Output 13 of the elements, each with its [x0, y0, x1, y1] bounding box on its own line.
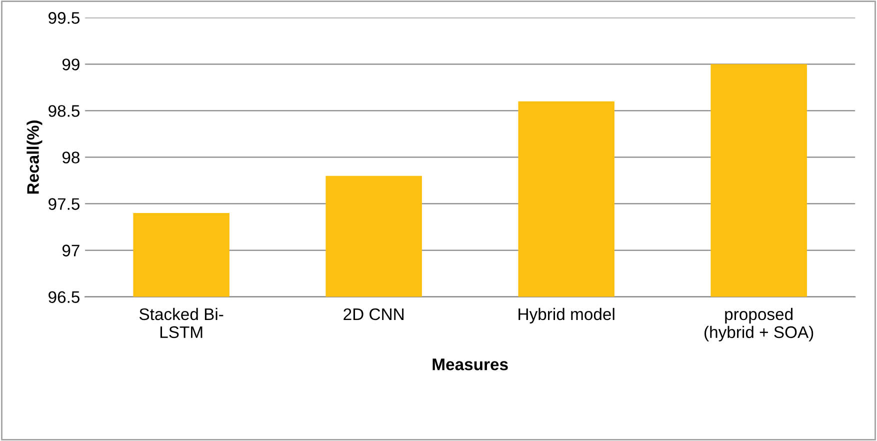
y-tick-label: 99.5 [48, 12, 80, 24]
y-tick-label: 97.5 [48, 198, 80, 210]
x-tick-label: Stacked Bi- LSTM [139, 308, 224, 338]
x-axis-title: Measures [432, 358, 508, 370]
y-tick-label: 97 [62, 244, 80, 256]
y-tick-label: 99 [62, 58, 80, 70]
y-axis-title: Recall(%) [26, 120, 42, 194]
y-tick-label: 98 [62, 152, 80, 164]
x-tick-label: proposed (hybrid + SOA) [704, 308, 814, 342]
y-tick-label: 98.5 [48, 105, 80, 117]
x-tick-label: Hybrid model [518, 308, 614, 324]
y-tick-label: 96.5 [48, 291, 80, 303]
x-tick-label: 2D CNN [344, 308, 404, 320]
